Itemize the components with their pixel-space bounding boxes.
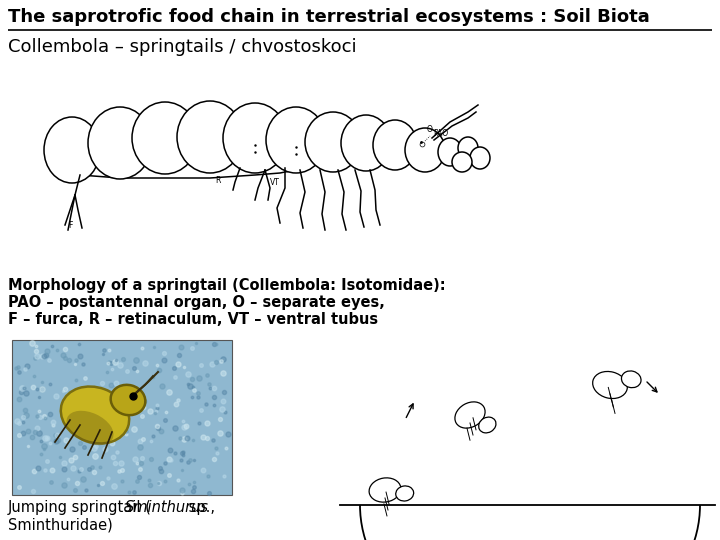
Text: PAO: PAO: [433, 129, 448, 138]
Ellipse shape: [455, 402, 485, 428]
Text: F: F: [68, 221, 73, 230]
Ellipse shape: [369, 478, 401, 502]
Ellipse shape: [111, 385, 145, 415]
Text: F – furca, R – retinaculum, VT – ventral tubus: F – furca, R – retinaculum, VT – ventral…: [8, 312, 378, 327]
Ellipse shape: [405, 128, 445, 172]
Ellipse shape: [438, 138, 462, 166]
Text: VT: VT: [270, 178, 280, 187]
Ellipse shape: [60, 387, 129, 443]
Text: Morphology of a springtail (Collembola: Isotomidae):: Morphology of a springtail (Collembola: …: [8, 278, 446, 293]
Ellipse shape: [452, 152, 472, 172]
Text: PAO – postantennal organ, O – separate eyes,: PAO – postantennal organ, O – separate e…: [8, 295, 385, 310]
Ellipse shape: [66, 411, 114, 445]
Ellipse shape: [223, 103, 287, 173]
Ellipse shape: [132, 102, 198, 174]
Text: O: O: [427, 125, 433, 134]
Text: Sminthurus: Sminthurus: [125, 500, 209, 515]
Ellipse shape: [458, 137, 478, 159]
Ellipse shape: [396, 486, 414, 501]
Ellipse shape: [341, 115, 391, 171]
Text: R: R: [215, 176, 220, 185]
Ellipse shape: [305, 112, 361, 172]
Ellipse shape: [470, 147, 490, 169]
Ellipse shape: [479, 417, 496, 433]
FancyBboxPatch shape: [12, 340, 232, 495]
Ellipse shape: [88, 107, 152, 179]
Ellipse shape: [373, 120, 417, 170]
Text: Sminthuridae): Sminthuridae): [8, 517, 113, 532]
Ellipse shape: [621, 371, 641, 388]
Text: Collembola – springtails / chvostoskoci: Collembola – springtails / chvostoskoci: [8, 38, 356, 56]
Ellipse shape: [44, 117, 100, 183]
Ellipse shape: [177, 101, 243, 173]
Text: sp.,: sp.,: [184, 500, 215, 515]
Text: The saprotrofic food chain in terrestrial ecosystems : Soil Biota: The saprotrofic food chain in terrestria…: [8, 8, 649, 26]
Ellipse shape: [266, 107, 326, 173]
Ellipse shape: [593, 372, 627, 399]
Text: Jumping springtail (: Jumping springtail (: [8, 500, 152, 515]
